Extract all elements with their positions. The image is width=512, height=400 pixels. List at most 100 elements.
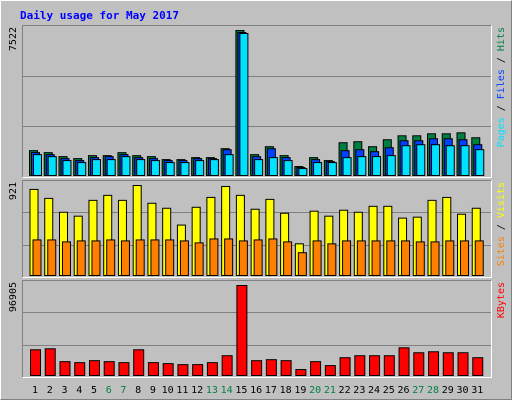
bar	[280, 360, 292, 376]
bar	[251, 360, 263, 376]
legend-entry: Pages	[496, 117, 507, 147]
bar	[460, 145, 470, 176]
x-tick-label: 24	[368, 385, 380, 396]
bar	[62, 160, 72, 177]
panel-border-light	[22, 180, 492, 278]
x-tick-label: 17	[265, 385, 277, 396]
x-tick-label: 22	[339, 385, 351, 396]
bar	[327, 243, 337, 276]
bar	[445, 240, 455, 276]
x-tick-label: 18	[280, 385, 292, 396]
bar	[428, 351, 440, 377]
bar	[33, 154, 42, 177]
x-tick-label: 20	[309, 385, 321, 396]
bar	[44, 348, 56, 376]
panel-border-light	[22, 280, 492, 378]
bar	[106, 159, 116, 176]
bar	[91, 159, 101, 176]
bar	[192, 364, 204, 376]
bar	[457, 352, 469, 376]
bar	[283, 160, 293, 177]
bar	[133, 349, 145, 376]
bar	[283, 241, 293, 277]
x-tick-label: 15	[235, 385, 247, 396]
bar	[162, 363, 174, 377]
bar	[401, 240, 411, 276]
bar	[61, 241, 71, 277]
x-tick-label: 11	[176, 385, 188, 396]
x-tick-label: 14	[221, 385, 233, 396]
bar	[224, 238, 234, 277]
bar	[474, 240, 484, 276]
y-tick-label: 7522	[8, 27, 19, 51]
bar	[356, 240, 366, 276]
legend-separator: /	[496, 224, 507, 230]
bar	[265, 359, 277, 377]
bar	[431, 144, 441, 176]
bar	[238, 240, 248, 276]
x-tick-label: 4	[76, 385, 82, 396]
panel-border-dark	[22, 25, 492, 178]
bar	[150, 239, 160, 276]
x-tick-label: 12	[191, 385, 203, 396]
x-tick-label: 7	[120, 385, 126, 396]
bar	[47, 239, 57, 276]
bar	[224, 154, 234, 177]
bar	[445, 145, 455, 176]
bar	[209, 238, 219, 277]
bar	[430, 241, 440, 277]
bar	[165, 239, 175, 276]
x-tick-label: 23	[353, 385, 365, 396]
bar	[354, 355, 366, 377]
bar	[165, 162, 175, 176]
bar	[268, 157, 278, 176]
legend-entry: Hits	[496, 27, 507, 51]
x-tick-label: 1	[32, 385, 38, 396]
bar	[136, 159, 146, 176]
bar	[415, 241, 425, 277]
bar	[103, 361, 115, 376]
x-tick-label: 30	[456, 385, 468, 396]
bar	[206, 362, 218, 377]
bar	[268, 238, 278, 277]
bar	[221, 355, 233, 377]
bar	[413, 352, 425, 376]
legend-entry: Visits	[496, 182, 507, 218]
panel-border-dark	[22, 280, 492, 378]
x-tick-label: 6	[106, 385, 112, 396]
bar	[327, 162, 337, 176]
bar	[401, 145, 411, 176]
x-tick-label: 28	[427, 385, 439, 396]
legend-entry: Sites	[496, 236, 507, 266]
bar	[30, 349, 41, 376]
bar	[371, 240, 381, 276]
bar	[312, 240, 322, 276]
panel-border-dark	[22, 180, 492, 278]
bar	[32, 239, 42, 276]
legend-separator: /	[496, 57, 507, 63]
bar	[386, 240, 396, 276]
x-tick-label: 19	[294, 385, 306, 396]
bar	[179, 240, 189, 276]
legend: Sites / Visits	[496, 182, 507, 266]
x-tick-label: 9	[150, 385, 156, 396]
legend: KBytes	[496, 282, 507, 318]
bar	[254, 159, 264, 176]
bar	[135, 239, 145, 276]
bar	[383, 355, 395, 377]
bar	[398, 347, 410, 377]
bar	[342, 240, 352, 276]
x-tick-label: 2	[47, 385, 53, 396]
bar	[386, 155, 396, 177]
x-tick-label: 27	[412, 385, 424, 396]
bar	[236, 285, 248, 376]
x-tick-label: 21	[324, 385, 336, 396]
bar	[472, 357, 484, 376]
bar	[310, 361, 322, 376]
x-tick-label: 16	[250, 385, 262, 396]
bar	[460, 240, 470, 276]
x-tick-label: 26	[398, 385, 410, 396]
x-tick-label: 8	[135, 385, 141, 396]
bar	[76, 240, 86, 276]
